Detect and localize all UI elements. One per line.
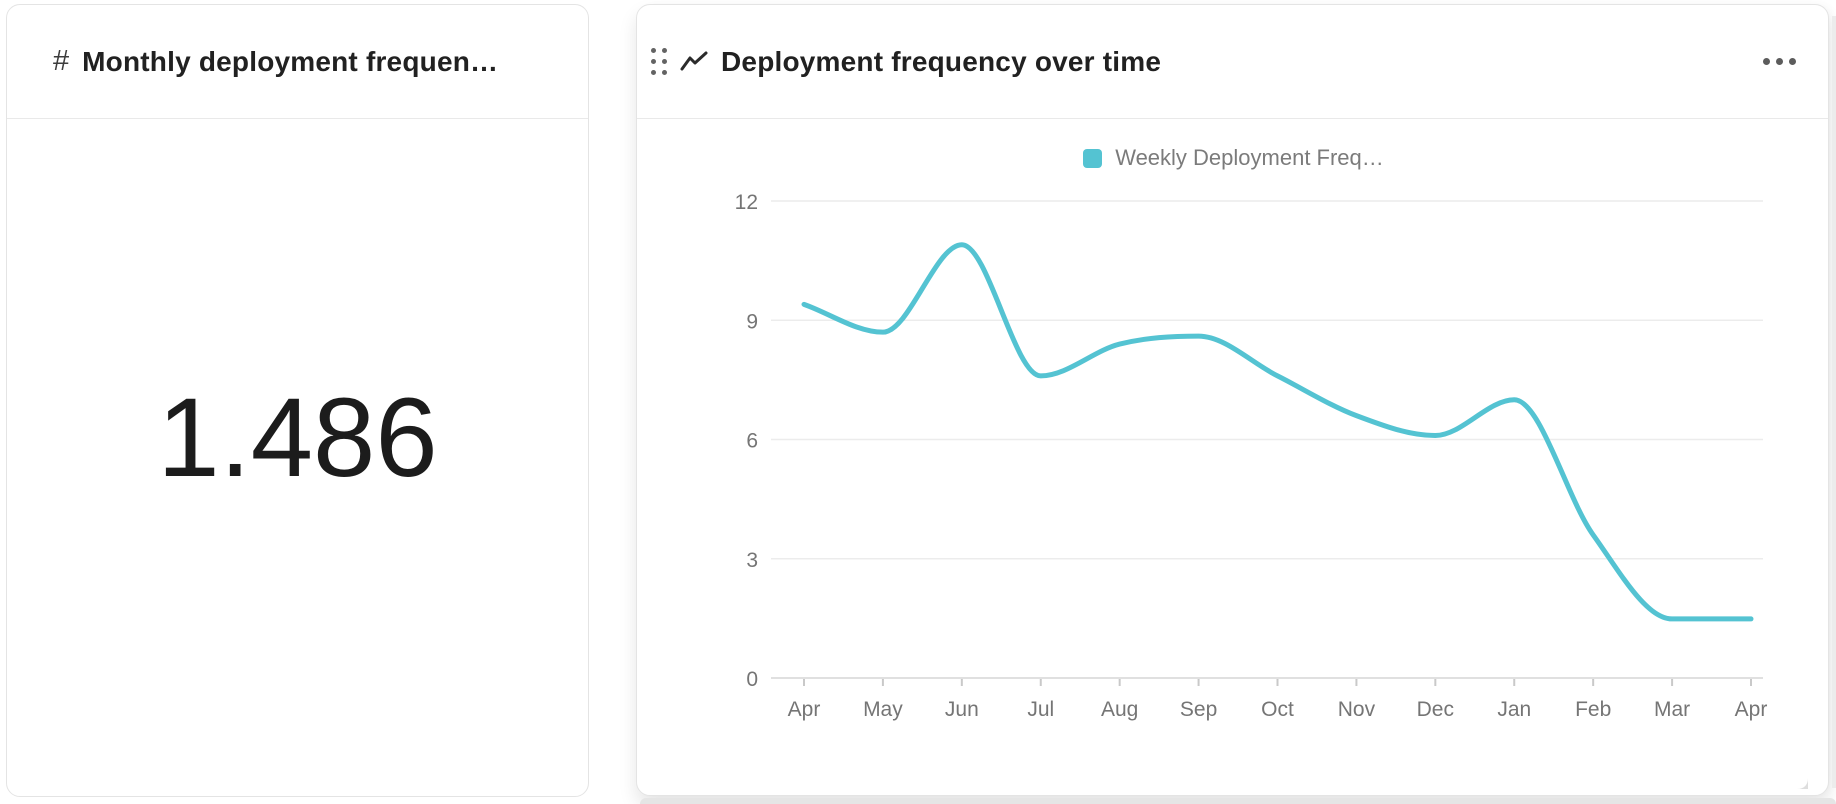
number-metric-icon: #	[53, 45, 70, 77]
x-axis-label: Mar	[1654, 698, 1690, 721]
x-axis-label: Apr	[788, 698, 821, 721]
y-axis-label: 12	[735, 191, 758, 214]
x-axis-label: Jun	[945, 698, 979, 721]
metric-widget-body: 1.486	[7, 119, 588, 796]
y-axis-label: 3	[746, 549, 758, 572]
chart-widget-title: Deployment frequency over time	[721, 45, 1162, 77]
metric-widget-title: Monthly deployment frequen…	[82, 45, 499, 77]
metric-value: 1.486	[157, 375, 438, 500]
x-axis-label: Sep	[1180, 698, 1217, 721]
more-options-button[interactable]	[1759, 48, 1800, 75]
resize-handle-icon[interactable]	[1795, 776, 1809, 790]
legend-label: Weekly Deployment Freq…	[1115, 145, 1384, 170]
chart-widget-header: Deployment frequency over time	[637, 5, 1828, 119]
x-axis-label: Oct	[1261, 698, 1294, 721]
line-chart-icon	[679, 49, 709, 75]
x-axis-label: Apr	[1735, 698, 1768, 721]
x-axis-label: Dec	[1417, 698, 1454, 721]
drag-handle-icon[interactable]	[651, 48, 667, 75]
metric-widget-card: # Monthly deployment frequen… 1.486	[6, 4, 589, 797]
x-axis-label: Feb	[1575, 698, 1611, 721]
adjacent-widget-edge	[1832, 16, 1836, 788]
x-axis-label: Aug	[1101, 698, 1138, 721]
metric-widget-header: # Monthly deployment frequen…	[7, 5, 588, 119]
series-line	[801, 242, 1754, 622]
legend-item[interactable]: Weekly Deployment Freq…	[1083, 145, 1384, 171]
legend-swatch	[1083, 148, 1103, 168]
x-axis-label: Jul	[1027, 698, 1054, 721]
chart-legend: Weekly Deployment Freq…	[637, 145, 1830, 171]
widget-shadow-strip	[640, 798, 1836, 804]
chart-svg: 0 3 6 9 12 Apr May Jun Jul Aug Sep Oct Nov Dec Jan Feb M…	[735, 191, 1768, 721]
y-axis-label: 9	[746, 310, 758, 333]
x-axis-label: May	[863, 698, 903, 721]
x-axis-label: Jan	[1497, 698, 1531, 721]
chart-widget-card: Deployment frequency over time Weekly De…	[636, 4, 1829, 796]
x-axis-label: Nov	[1338, 698, 1376, 721]
y-axis-label: 6	[746, 430, 758, 453]
chart-area: Weekly Deployment Freq… 0 3 6 9 12 Apr May Jun J…	[637, 119, 1830, 797]
y-axis-label: 0	[746, 668, 758, 691]
